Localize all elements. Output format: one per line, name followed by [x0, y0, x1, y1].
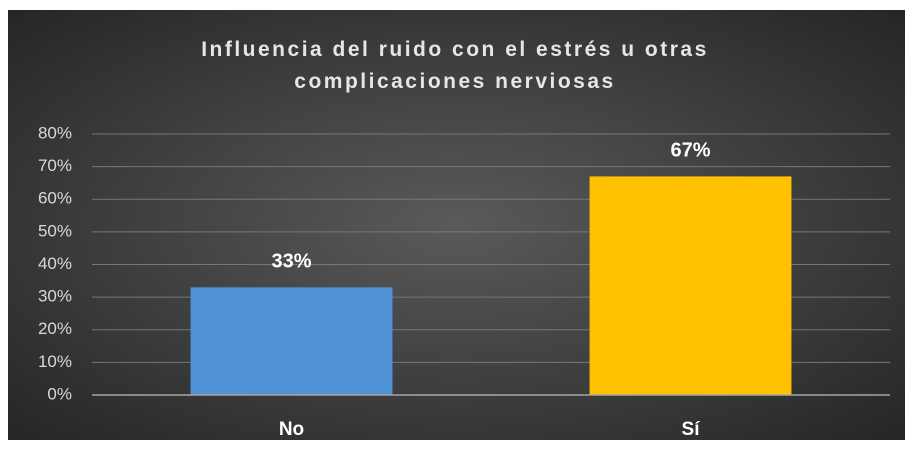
y-tick-label: 80% [38, 123, 72, 142]
value-label: 33% [271, 251, 311, 273]
bar [190, 287, 393, 395]
y-tick-label: 70% [38, 156, 72, 175]
value-label: 67% [670, 140, 710, 162]
y-tick-label: 20% [38, 319, 72, 338]
y-tick-label: 50% [38, 221, 72, 240]
y-tick-label: 0% [47, 384, 72, 403]
bar [589, 176, 792, 395]
y-tick-label: 60% [38, 189, 72, 208]
x-tick-label: No [279, 419, 304, 440]
x-tick-label: Sí [682, 419, 701, 440]
chart-title: Influencia del ruido con el estrés u otr… [201, 38, 709, 93]
y-tick-label: 40% [38, 254, 72, 273]
y-tick-label: 30% [38, 287, 72, 306]
y-tick-label: 10% [38, 352, 72, 371]
